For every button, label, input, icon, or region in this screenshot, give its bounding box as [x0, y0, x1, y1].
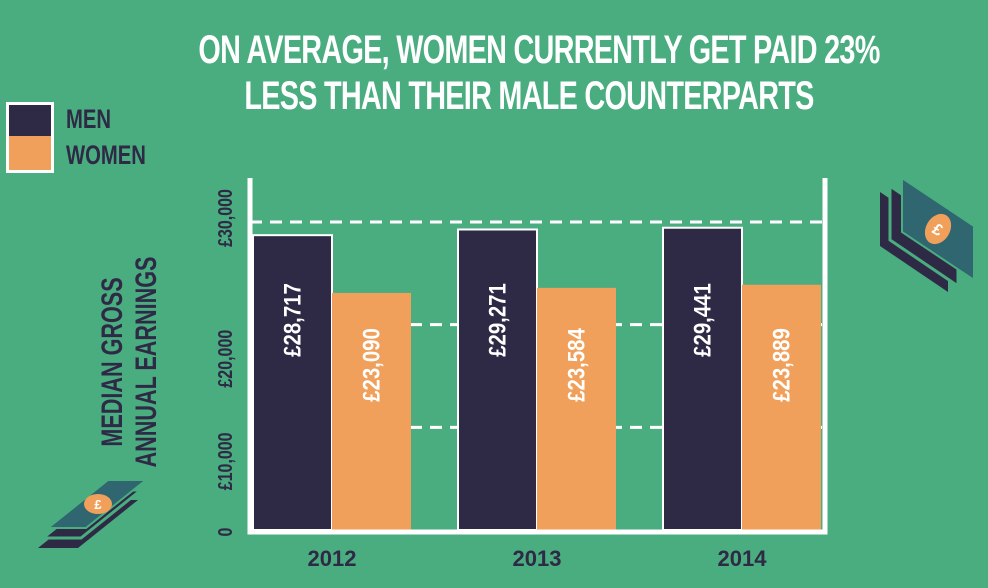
bar-men-2014 — [662, 226, 743, 531]
data-label: £23,889 — [768, 328, 795, 402]
data-label: £29,441 — [689, 283, 716, 357]
legend-swatch-women — [6, 136, 54, 173]
bar-men-2012 — [252, 234, 333, 532]
x-tick-label: 2012 — [308, 546, 357, 571]
bar-women-2013 — [537, 287, 616, 530]
legend-swatch-men — [6, 102, 54, 139]
money-stack-icon: £ — [38, 479, 149, 548]
y-tick-label: £30,000 — [214, 189, 236, 247]
data-label: £23,584 — [563, 328, 590, 402]
data-label: £23,090 — [358, 328, 385, 402]
x-tick-label: 2014 — [718, 546, 768, 571]
axis-frame — [247, 178, 828, 535]
y-tick-label: £10,000 — [214, 432, 236, 490]
y-tick-label: £20,000 — [214, 330, 236, 388]
chart-title-line-1: ON AVERAGE, WOMEN CURRENTLY GET PAID 23% — [198, 28, 880, 72]
money-stack-icon: £ — [880, 176, 975, 292]
data-label: £29,271 — [484, 283, 511, 357]
legend-label-men: MEN — [66, 104, 111, 134]
svg-text:£: £ — [94, 497, 102, 512]
legend-label-women: WOMEN — [66, 140, 146, 170]
x-tick-label: 2013 — [513, 546, 562, 571]
y-tick-label: 0 — [214, 528, 236, 537]
bar-men-2013 — [457, 228, 538, 531]
data-label: £28,717 — [279, 283, 306, 357]
bar-women-2012 — [332, 292, 411, 530]
bar-women-2014 — [742, 284, 821, 530]
chart-title-line-2: LESS THAN THEIR MALE COUNTERPARTS — [244, 74, 814, 118]
